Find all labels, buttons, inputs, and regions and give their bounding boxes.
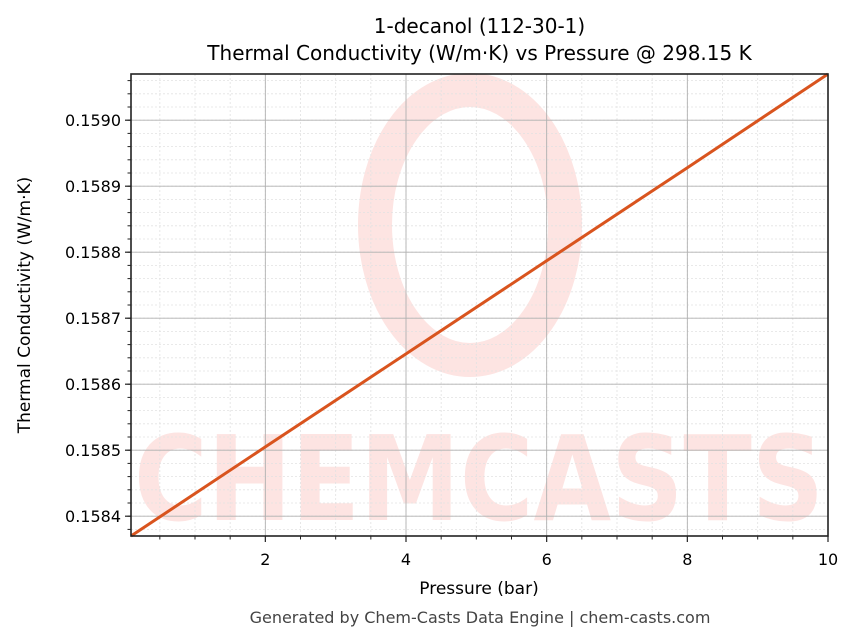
svg-text:0.1586: 0.1586 [65, 375, 121, 394]
svg-text:CHEMCASTS: CHEMCASTS [134, 410, 824, 548]
svg-text:0.1587: 0.1587 [65, 309, 121, 328]
svg-text:0.1585: 0.1585 [65, 441, 121, 460]
watermark-logo: CHEMCASTS [134, 73, 824, 548]
footer-credit: Generated by Chem-Casts Data Engine | ch… [249, 608, 711, 627]
axis-ticks: 2 4 6 8 10 0.1584 0.1585 0.1586 0.1587 0.1588 0.15… [65, 80, 838, 569]
svg-text:4: 4 [401, 550, 411, 569]
y-axis-label: Thermal Conductivity (W/m·K) [15, 177, 35, 435]
chart-title: 1-decanol (112-30-1) [373, 14, 586, 38]
svg-text:8: 8 [682, 550, 692, 569]
svg-text:6: 6 [542, 550, 552, 569]
svg-text:0.1590: 0.1590 [65, 111, 121, 130]
svg-text:2: 2 [260, 550, 270, 569]
major-grid [131, 74, 829, 536]
x-axis-label: Pressure (bar) [419, 579, 538, 599]
svg-text:0.1588: 0.1588 [65, 243, 121, 262]
svg-text:0.1589: 0.1589 [65, 177, 121, 196]
svg-text:10: 10 [818, 550, 838, 569]
data-series [130, 72, 829, 538]
chart-subtitle: Thermal Conductivity (W/m·K) vs Pressure… [207, 41, 752, 65]
svg-text:0.1584: 0.1584 [65, 507, 121, 526]
